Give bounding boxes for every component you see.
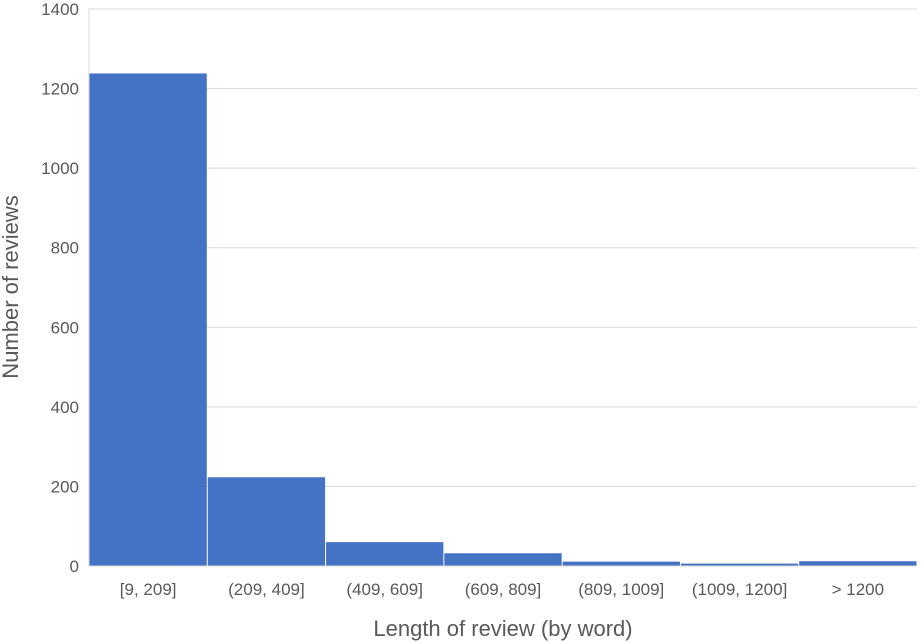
- y-tick-label: 200: [51, 477, 79, 496]
- y-tick-label: 1400: [41, 0, 79, 19]
- x-axis-title: Length of review (by word): [373, 616, 632, 641]
- y-tick-label: 400: [51, 398, 79, 417]
- x-tick-label: (1009, 1200]: [692, 580, 787, 599]
- bar: [326, 542, 444, 566]
- x-tick-label: (609, 809]: [465, 580, 542, 599]
- y-tick-label: 0: [70, 557, 79, 576]
- x-tick-label: (409, 609]: [346, 580, 423, 599]
- x-tick-label: (209, 409]: [228, 580, 305, 599]
- y-tick-labels: 0 200 400 600 800 1000 1200 1400: [41, 0, 79, 576]
- bar: [799, 561, 917, 566]
- y-tick-label: 1000: [41, 159, 79, 178]
- x-tick-label: > 1200: [832, 580, 884, 599]
- bar: [680, 563, 799, 566]
- x-tick-labels: [9, 209] (209, 409] (409, 609] (609, 809] (8…: [120, 580, 884, 599]
- x-tick-label: (809, 1009]: [578, 580, 664, 599]
- y-tick-label: 1200: [41, 80, 79, 99]
- gridlines: [89, 8, 917, 487]
- y-axis-title: Number of reviews: [0, 195, 23, 378]
- bars: [89, 73, 917, 567]
- y-tick-label: 800: [51, 239, 79, 258]
- bar: [562, 561, 680, 566]
- axes: [88, 9, 917, 567]
- bar: [207, 477, 326, 566]
- y-tick-label: 600: [51, 318, 79, 337]
- x-tick-label: [9, 209]: [120, 580, 177, 599]
- bar: [444, 553, 562, 566]
- bar: [89, 73, 207, 567]
